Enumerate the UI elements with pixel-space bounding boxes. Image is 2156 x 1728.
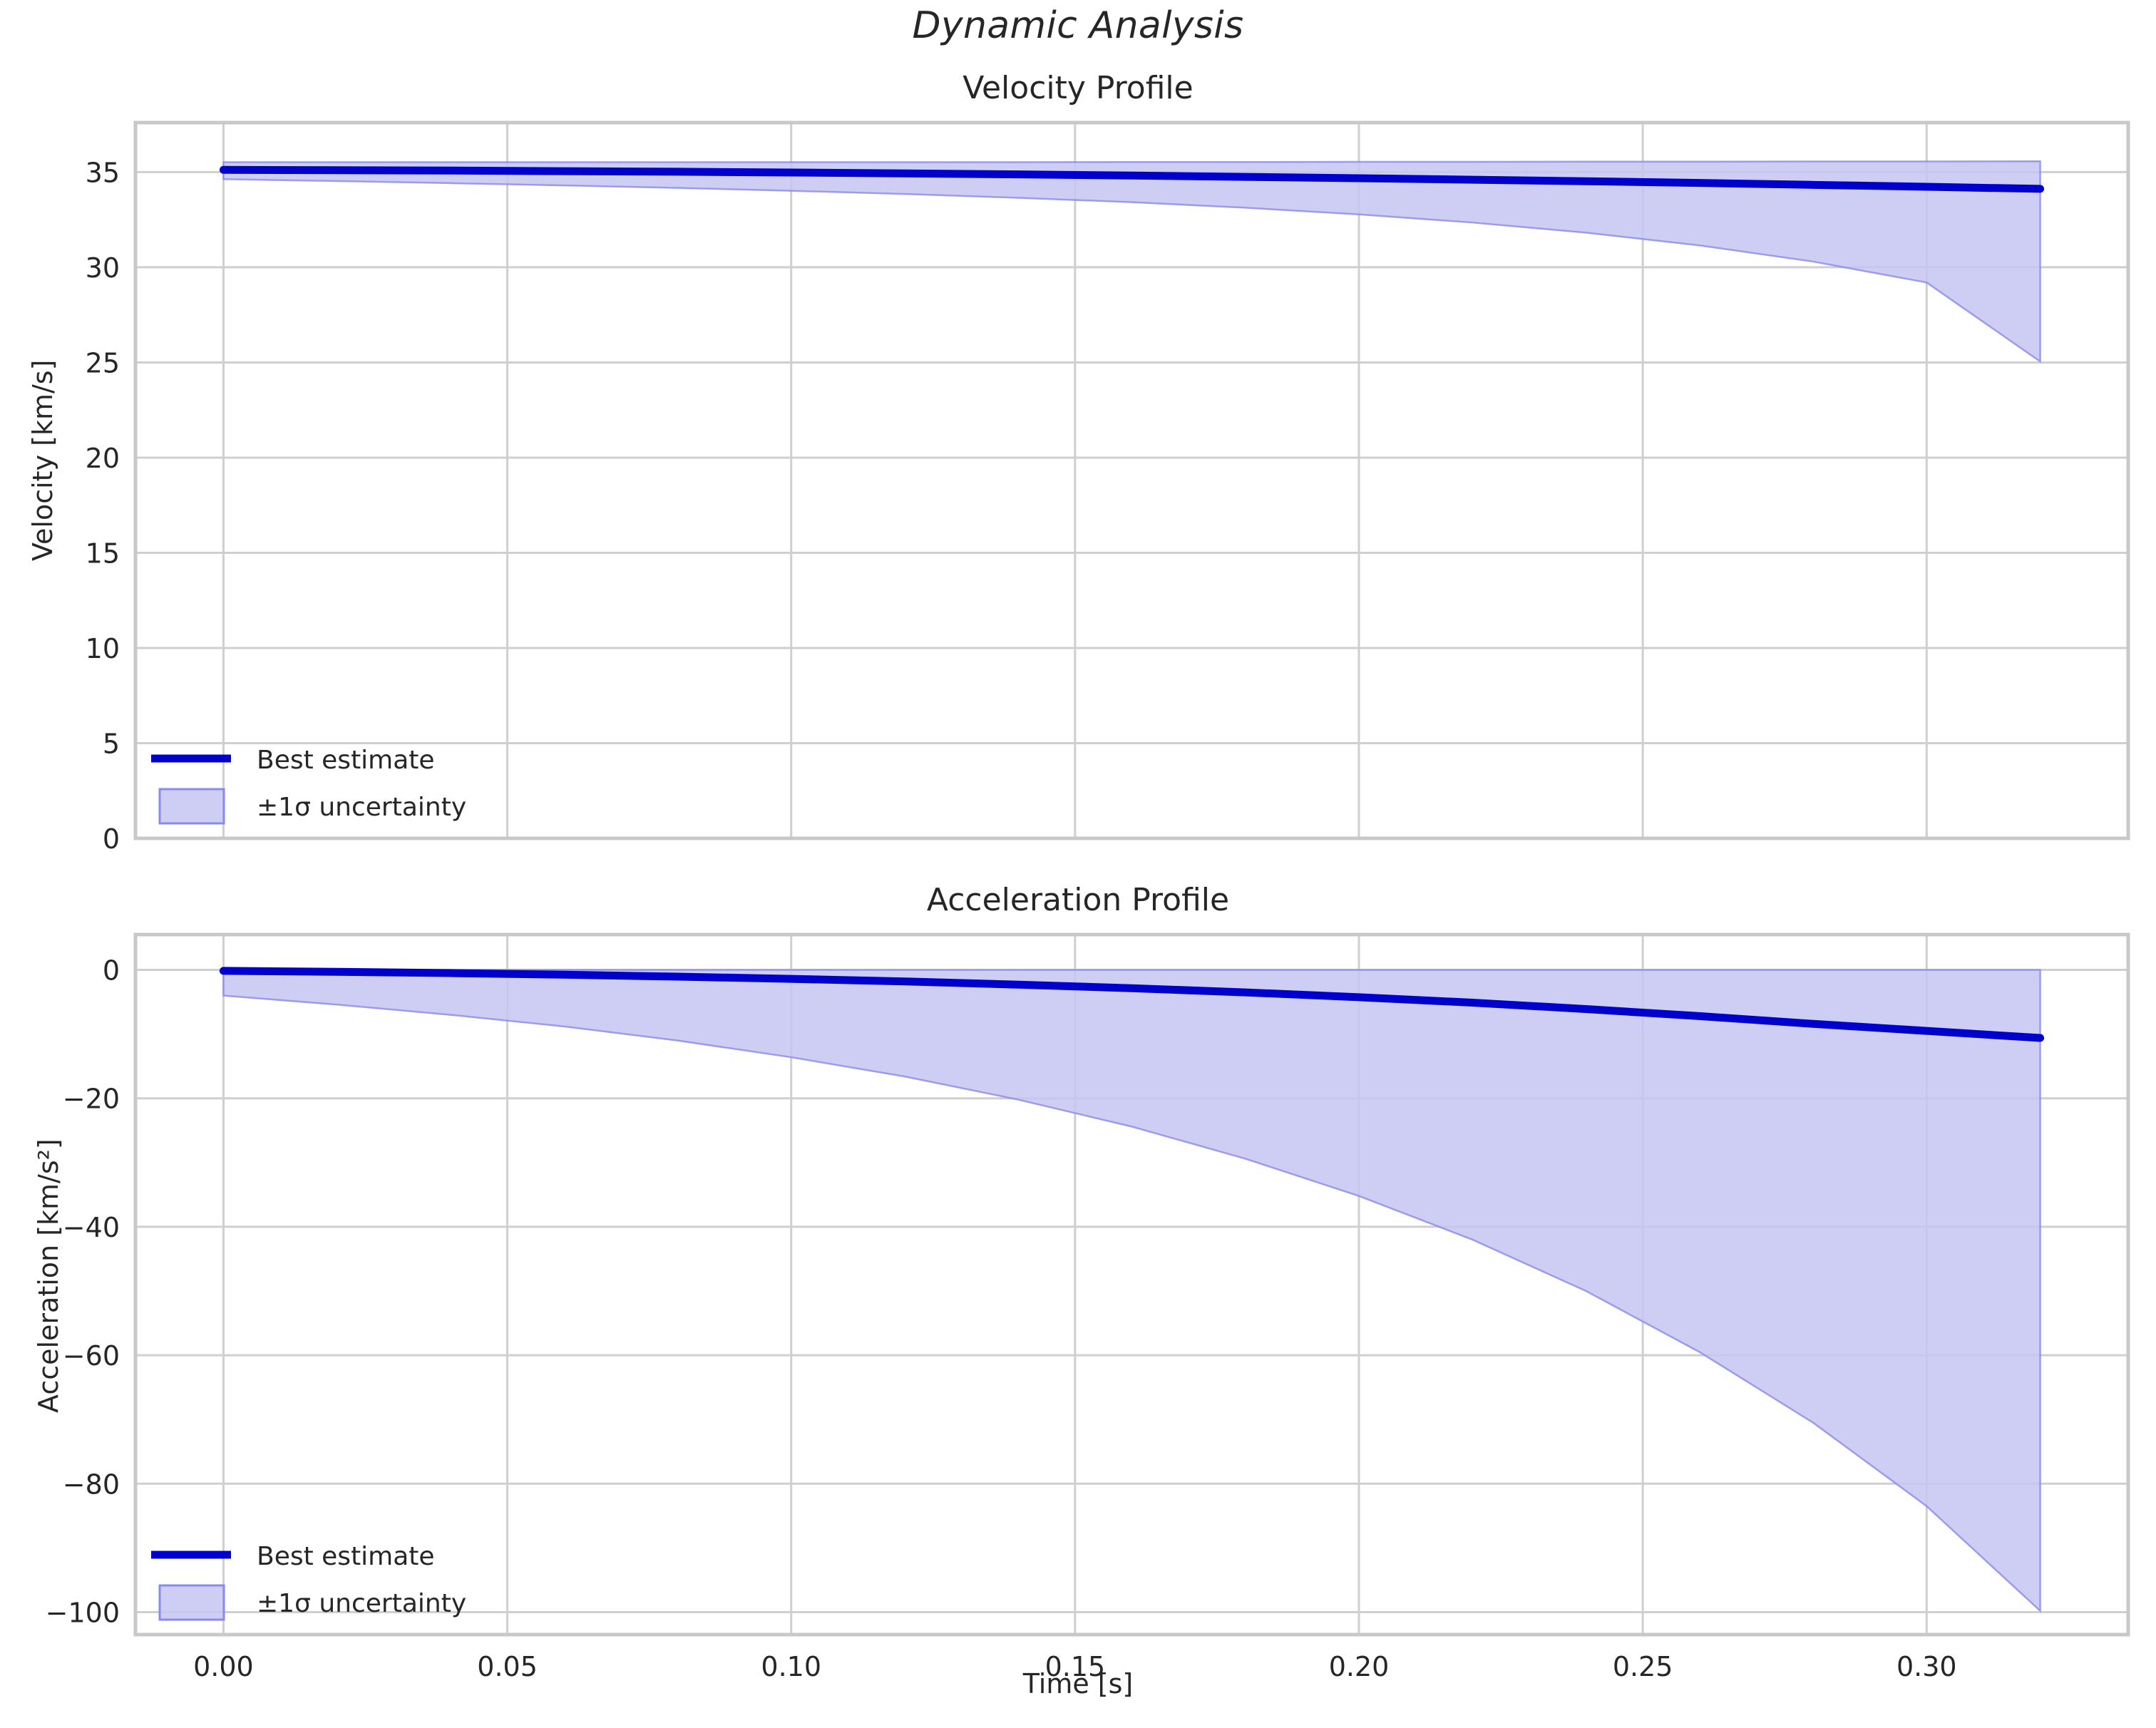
figure-suptitle: Dynamic Analysis — [912, 4, 1244, 47]
x-tick-label: 0.30 — [1896, 1651, 1957, 1682]
acceleration-best-estimate-line — [219, 967, 2045, 1042]
velocity-tick-labels: 0 5 10 15 20 25 30 35 — [86, 157, 120, 855]
x-tick-label: 0.05 — [477, 1651, 538, 1682]
x-axis-label: Time [s] — [1022, 1668, 1134, 1699]
velocity-y-tick-label: 10 — [86, 633, 120, 664]
legend-band-swatch — [158, 788, 225, 825]
acceleration-y-tick-label: 0 — [103, 955, 120, 987]
acceleration-y-tick-label: −60 — [63, 1340, 120, 1372]
velocity-y-tick-label: 25 — [86, 347, 120, 379]
x-tick-label: 0.00 — [193, 1651, 254, 1682]
acceleration-data — [219, 967, 2045, 1613]
velocity-spines — [133, 120, 2130, 840]
legend-band-label: ±1σ uncertainty — [257, 1589, 466, 1618]
acceleration-y-tick-label: −100 — [46, 1597, 120, 1628]
acceleration-legend: Best estimate ±1σ uncertainty — [151, 1542, 466, 1621]
acceleration-uncertainty-band — [222, 969, 2041, 1613]
velocity-subplot-title: Velocity Profile — [962, 70, 1194, 106]
legend-line-label: Best estimate — [257, 746, 435, 775]
x-tick-label: 0.15 — [1045, 1651, 1106, 1682]
acceleration-y-tick-label: −20 — [63, 1084, 120, 1115]
velocity-uncertainty-band — [222, 160, 2041, 364]
velocity-legend: Best estimate ±1σ uncertainty — [151, 746, 466, 825]
velocity-y-tick-label: 35 — [86, 157, 120, 188]
acceleration-y-tick-label: −40 — [63, 1212, 120, 1243]
x-tick-label: 0.25 — [1613, 1651, 1673, 1682]
legend-band-swatch — [158, 1584, 225, 1621]
x-tick-label: 0.20 — [1329, 1651, 1390, 1682]
velocity-y-tick-label: 30 — [86, 252, 120, 284]
legend-line-label: Best estimate — [257, 1542, 435, 1571]
acceleration-subplot-title: Acceleration Profile — [926, 882, 1230, 918]
acceleration-y-tick-label: −80 — [63, 1469, 120, 1500]
x-tick-label: 0.10 — [761, 1651, 821, 1682]
velocity-y-tick-label: 5 — [103, 728, 120, 759]
velocity-y-tick-label: 20 — [86, 443, 120, 474]
legend-band-label: ±1σ uncertainty — [257, 793, 466, 822]
acceleration-tick-labels: 0 −20 −40 −60 −80 −100 0.00 0.05 0.10 0.15 0.20 0.2… — [46, 955, 1957, 1682]
velocity-best-estimate-line — [219, 165, 2045, 193]
acceleration-spines — [133, 932, 2130, 1637]
velocity-y-tick-label: 0 — [103, 823, 120, 855]
velocity-data — [219, 160, 2045, 364]
velocity-y-tick-label: 15 — [86, 538, 120, 569]
